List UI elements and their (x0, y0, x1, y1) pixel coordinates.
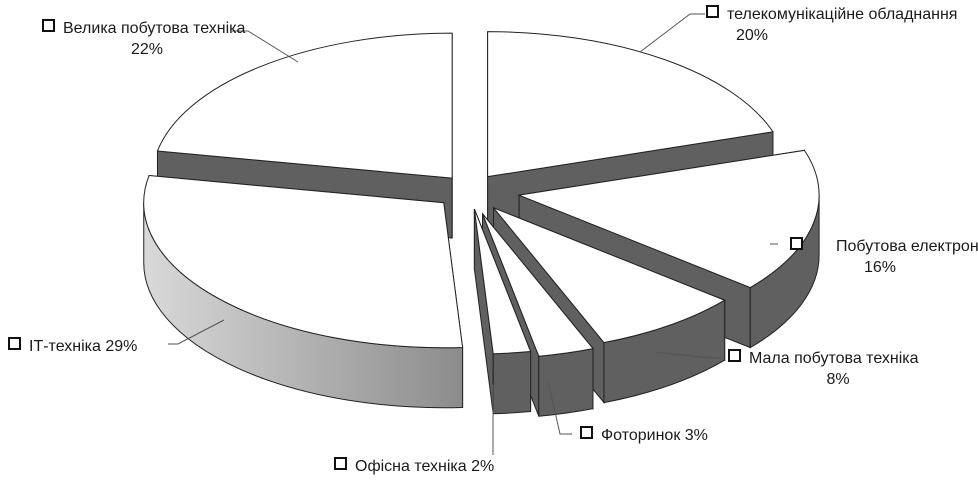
label-small-appliances: Мала побутова техніка 8% (728, 348, 919, 390)
slice-top-face (487, 31, 774, 178)
pie-slices (143, 31, 820, 417)
slice-офісна-техніка (473, 208, 532, 415)
label-electronics-value: 16% (863, 259, 897, 276)
label-it-name: ІТ-техніка (29, 338, 101, 355)
leader-line-photo (547, 380, 572, 435)
slice-top-face (143, 175, 464, 349)
legend-marker-icon (728, 349, 741, 362)
label-photo-name: Фоторинок (601, 427, 681, 444)
slice-top-face (482, 213, 594, 357)
slice-outer-wall (538, 347, 594, 417)
label-it-value: 29% (105, 338, 138, 355)
slice-outer-wall (492, 350, 532, 415)
label-large-appliances: Велика побутова техніка 22% (42, 18, 245, 60)
label-small-appliances-name: Мала побутова техніка (749, 350, 919, 367)
slice-top-face (473, 208, 532, 355)
leader-line-large-appliances (232, 30, 299, 63)
label-photo-value: 3% (684, 427, 708, 444)
slice-top-face (156, 32, 453, 179)
leader-line-it (168, 319, 225, 345)
legend-marker-icon (790, 237, 803, 250)
label-office-name: Офісна техніка (355, 458, 467, 475)
legend-marker-icon (334, 457, 347, 470)
label-small-appliances-value: 8% (826, 371, 850, 388)
label-it: ІТ-техніка 29% (8, 336, 137, 357)
slice-іт-техніка (143, 175, 464, 409)
label-tele: телекомунікаційне обладнання 20% (706, 4, 957, 46)
label-tele-value: 20% (736, 27, 769, 44)
legend-marker-icon (706, 5, 719, 18)
label-electronics-name: Побутова електроніка (836, 238, 978, 255)
label-electronics: Побутова електроніка 16% (790, 236, 978, 278)
label-electronics-marker (790, 236, 811, 257)
legend-marker-icon (580, 426, 593, 439)
slice-top-face (517, 149, 820, 289)
leader-line-tele (639, 13, 705, 53)
legend-marker-icon (8, 337, 21, 350)
label-photo: Фоторинок 3% (580, 425, 708, 446)
label-tele-name: телекомунікаційне обладнання (727, 6, 958, 23)
leader-lines (168, 13, 778, 455)
leader-line-small-appliances (654, 351, 722, 359)
label-large-appliances-name: Велика побутова техніка (63, 20, 246, 37)
slice-top-face (493, 207, 726, 344)
legend-marker-icon (42, 19, 55, 32)
label-office: Офісна техніка 2% (334, 456, 494, 477)
label-office-value: 2% (471, 458, 495, 475)
label-large-appliances-value: 22% (130, 41, 164, 58)
